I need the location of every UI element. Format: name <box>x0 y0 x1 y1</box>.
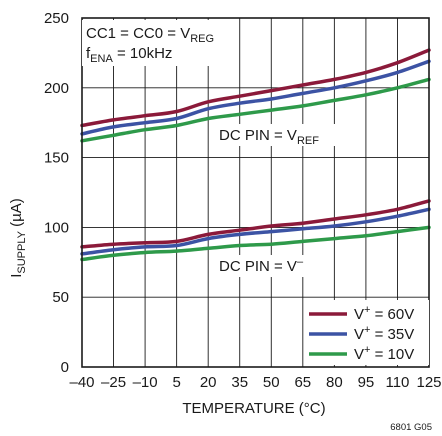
x-tick-label: –40 <box>69 374 94 391</box>
x-tick-label: 80 <box>326 374 343 391</box>
x-tick-label: 125 <box>416 374 441 391</box>
x-tick-label: –25 <box>101 374 126 391</box>
x-tick-label: 20 <box>200 374 217 391</box>
series-line-35v-vneg <box>80 207 431 256</box>
y-axis-label: ISUPPLY (µA) <box>8 198 28 278</box>
series-line-10v-vref <box>80 77 431 143</box>
condition-fena-label: fENA = 10kHz <box>86 45 172 65</box>
series-line-60v-vref <box>80 48 431 128</box>
x-tick-label: 35 <box>231 374 248 391</box>
series-line-60v-vneg <box>80 199 431 249</box>
tick-labels: –40 –25 –10 5 20 35 50 65 80 95 110 125 0 50 100 150 200… <box>44 10 442 391</box>
y-tick-label: 100 <box>44 219 69 236</box>
y-tick-label: 50 <box>52 289 69 306</box>
x-tick-label: –10 <box>133 374 158 391</box>
x-tick-label: 50 <box>263 374 280 391</box>
x-axis-label: TEMPERATURE (°C) <box>182 400 325 417</box>
legend: V+ = 60V V+ = 35V V+ = 10V <box>309 304 414 363</box>
series-line-10v-vneg <box>80 225 431 262</box>
x-tick-label: 5 <box>172 374 180 391</box>
y-tick-label: 250 <box>44 10 69 27</box>
x-tick-label: 110 <box>385 374 409 391</box>
plot-frame <box>81 17 430 368</box>
legend-label-10v: V+ = 10V <box>354 344 414 363</box>
group-ref-label: DC PIN = VREF <box>219 127 319 147</box>
y-tick-label: 150 <box>44 150 69 167</box>
x-tick-label: 95 <box>358 374 375 391</box>
series-lines <box>80 48 431 262</box>
group-neg-label: DC PIN = V– <box>219 256 304 275</box>
group-ref-label-bg <box>215 124 353 146</box>
y-tick-label: 200 <box>44 80 69 97</box>
series-line-35v-vref <box>80 59 431 136</box>
figure-code: 6801 G05 <box>390 422 432 433</box>
y-tick-label: 0 <box>61 359 69 376</box>
legend-label-60v: V+ = 60V <box>354 304 414 323</box>
grid-lines <box>82 18 429 367</box>
group-neg-label-bg <box>215 255 315 277</box>
conditions-box-bg <box>82 20 232 66</box>
condition-cc-label: CC1 = CC0 = VREG <box>86 25 214 45</box>
legend-label-35v: V+ = 35V <box>354 324 414 343</box>
x-tick-label: 65 <box>294 374 311 391</box>
